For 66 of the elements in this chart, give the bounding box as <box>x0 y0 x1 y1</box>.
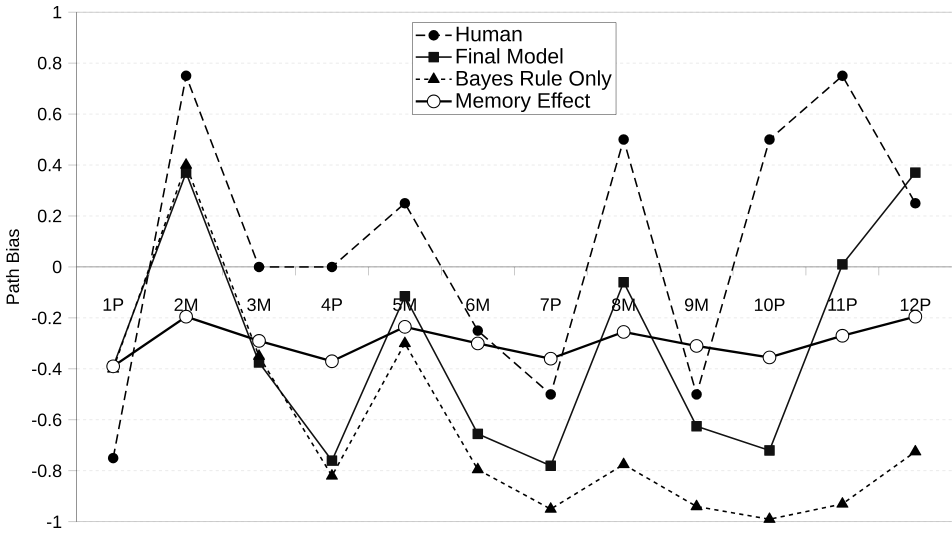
point <box>909 444 922 456</box>
point <box>764 134 775 145</box>
point <box>326 469 338 480</box>
x-tick-label: 12P <box>900 298 930 311</box>
y-tick-label: 0 <box>52 260 62 274</box>
point <box>837 259 848 270</box>
x-tick-label: 3M <box>247 298 270 312</box>
point <box>690 339 704 353</box>
point <box>253 349 266 360</box>
y-axis-title: Path Bias <box>6 229 20 304</box>
point <box>252 334 266 348</box>
point <box>326 455 338 466</box>
point <box>618 134 629 145</box>
point <box>254 262 264 272</box>
legend-label: Final Model <box>456 48 562 64</box>
point <box>544 352 558 366</box>
point <box>545 460 556 472</box>
legend-label: Bayes Rule Only <box>456 70 612 90</box>
y-tick-label: 1 <box>54 6 62 18</box>
point <box>544 502 557 513</box>
point <box>180 70 192 82</box>
x-tick-label: 2M <box>174 298 198 311</box>
point <box>398 320 412 334</box>
point <box>836 328 850 343</box>
point <box>763 512 776 523</box>
x-tick-label: 9M <box>684 298 708 312</box>
y-tick-label: 0.4 <box>38 158 62 172</box>
y-tick-label: -0.8 <box>32 464 62 478</box>
x-tick-label: 4P <box>321 298 342 311</box>
point <box>398 336 411 348</box>
legend-label: Memory Effect <box>456 92 590 112</box>
point <box>470 336 485 350</box>
point <box>764 445 775 456</box>
y-tick-label: -0.2 <box>32 312 62 324</box>
point <box>616 325 630 339</box>
y-tick-label: -0.4 <box>32 362 62 376</box>
point <box>472 462 484 474</box>
point <box>472 325 484 336</box>
x-tick-label: 6M <box>466 298 489 312</box>
point <box>545 389 556 400</box>
point <box>837 70 848 82</box>
point <box>472 428 484 440</box>
point <box>762 350 776 364</box>
point <box>910 198 921 209</box>
point <box>326 262 338 272</box>
x-tick-label: 1P <box>104 298 124 311</box>
y-tick-label: 0.8 <box>38 56 62 70</box>
x-tick-label: 7P <box>540 298 561 311</box>
legend-label: Human <box>456 26 522 42</box>
point <box>618 277 629 288</box>
point <box>180 167 192 178</box>
point <box>910 167 921 178</box>
y-tick-label: 0.6 <box>38 108 62 120</box>
y-tick-label: 0.2 <box>38 210 62 222</box>
point <box>690 500 703 510</box>
y-tick-label: -0.6 <box>32 414 62 426</box>
x-tick-label: 10P <box>754 298 784 312</box>
point <box>836 497 848 508</box>
x-tick-label: 11P <box>828 298 857 311</box>
y-tick-label: -1 <box>46 516 62 528</box>
point <box>325 354 339 368</box>
point <box>400 198 410 209</box>
point <box>691 420 702 432</box>
point <box>108 452 118 464</box>
point <box>618 458 630 468</box>
point <box>691 389 702 400</box>
